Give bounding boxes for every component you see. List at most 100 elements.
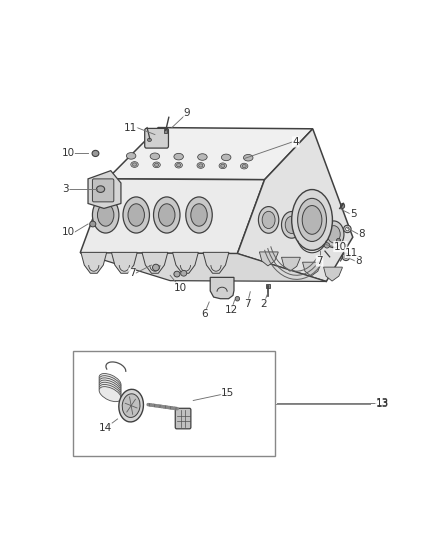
Ellipse shape <box>344 225 351 232</box>
Ellipse shape <box>99 376 121 391</box>
Polygon shape <box>142 252 168 273</box>
Ellipse shape <box>131 161 138 167</box>
Ellipse shape <box>123 197 149 233</box>
Polygon shape <box>173 252 198 273</box>
Ellipse shape <box>282 212 302 238</box>
Polygon shape <box>259 252 278 266</box>
Text: 8: 8 <box>359 229 365 239</box>
Ellipse shape <box>127 152 136 159</box>
Ellipse shape <box>327 225 340 243</box>
Text: 11: 11 <box>345 248 358 258</box>
Ellipse shape <box>191 204 207 226</box>
Text: 4: 4 <box>293 137 299 147</box>
Ellipse shape <box>175 162 182 168</box>
Ellipse shape <box>198 154 207 160</box>
Ellipse shape <box>242 165 246 168</box>
Text: 13: 13 <box>376 399 389 409</box>
Text: 11: 11 <box>124 123 137 133</box>
Ellipse shape <box>186 197 212 233</box>
Text: 8: 8 <box>355 256 362 266</box>
Ellipse shape <box>154 197 180 233</box>
Ellipse shape <box>92 197 119 233</box>
Ellipse shape <box>262 211 275 229</box>
Text: 14: 14 <box>99 423 112 433</box>
Ellipse shape <box>235 296 240 301</box>
Text: 10: 10 <box>61 148 74 158</box>
Ellipse shape <box>258 207 279 233</box>
Ellipse shape <box>336 238 341 243</box>
Ellipse shape <box>92 150 99 157</box>
Text: 7: 7 <box>129 268 135 278</box>
Polygon shape <box>203 252 229 273</box>
Polygon shape <box>303 262 321 276</box>
Polygon shape <box>107 127 313 180</box>
Polygon shape <box>80 253 326 281</box>
Text: 7: 7 <box>244 299 251 309</box>
Ellipse shape <box>298 198 326 241</box>
Ellipse shape <box>96 186 105 192</box>
Polygon shape <box>237 129 353 281</box>
Ellipse shape <box>285 216 298 233</box>
Text: 12: 12 <box>225 305 238 315</box>
Text: 10: 10 <box>334 241 347 252</box>
Polygon shape <box>324 267 342 281</box>
Text: 2: 2 <box>260 299 267 309</box>
FancyBboxPatch shape <box>175 408 191 429</box>
Ellipse shape <box>99 378 121 393</box>
Ellipse shape <box>292 190 332 251</box>
Polygon shape <box>282 257 300 271</box>
Bar <box>164 129 167 133</box>
Ellipse shape <box>240 163 248 169</box>
Ellipse shape <box>346 227 349 231</box>
Ellipse shape <box>174 154 184 160</box>
Text: 5: 5 <box>350 209 357 219</box>
Ellipse shape <box>181 270 187 276</box>
Ellipse shape <box>174 271 180 277</box>
Polygon shape <box>210 277 234 298</box>
Ellipse shape <box>99 386 121 402</box>
Ellipse shape <box>222 154 231 160</box>
Bar <box>74 351 276 456</box>
Ellipse shape <box>119 389 143 422</box>
Text: 13: 13 <box>376 398 389 408</box>
Ellipse shape <box>197 163 205 168</box>
Polygon shape <box>111 252 137 273</box>
FancyBboxPatch shape <box>92 179 114 202</box>
Ellipse shape <box>132 163 137 166</box>
Ellipse shape <box>324 243 330 248</box>
Ellipse shape <box>342 253 350 261</box>
Polygon shape <box>80 179 265 254</box>
Ellipse shape <box>148 138 152 142</box>
Ellipse shape <box>152 264 159 271</box>
Text: 7: 7 <box>316 256 323 266</box>
Ellipse shape <box>153 162 160 168</box>
Bar <box>266 284 270 288</box>
Ellipse shape <box>98 204 114 226</box>
FancyBboxPatch shape <box>145 128 169 148</box>
Ellipse shape <box>99 374 121 389</box>
Ellipse shape <box>159 204 175 226</box>
Text: 10: 10 <box>174 282 187 293</box>
Ellipse shape <box>199 164 203 167</box>
Ellipse shape <box>150 153 159 159</box>
Ellipse shape <box>99 380 121 395</box>
Ellipse shape <box>244 155 253 161</box>
Text: 10: 10 <box>61 227 74 237</box>
Ellipse shape <box>344 255 348 259</box>
Ellipse shape <box>99 382 121 397</box>
Ellipse shape <box>219 163 226 168</box>
Ellipse shape <box>221 164 225 167</box>
Ellipse shape <box>90 221 96 227</box>
Ellipse shape <box>324 221 344 248</box>
Ellipse shape <box>128 204 145 226</box>
Ellipse shape <box>302 206 322 235</box>
Ellipse shape <box>303 216 323 243</box>
Ellipse shape <box>341 204 345 208</box>
Text: 9: 9 <box>184 108 191 118</box>
Ellipse shape <box>122 394 140 417</box>
Ellipse shape <box>306 221 319 238</box>
Text: 6: 6 <box>201 309 208 319</box>
Polygon shape <box>88 171 121 208</box>
Polygon shape <box>81 252 107 273</box>
Ellipse shape <box>177 164 181 167</box>
